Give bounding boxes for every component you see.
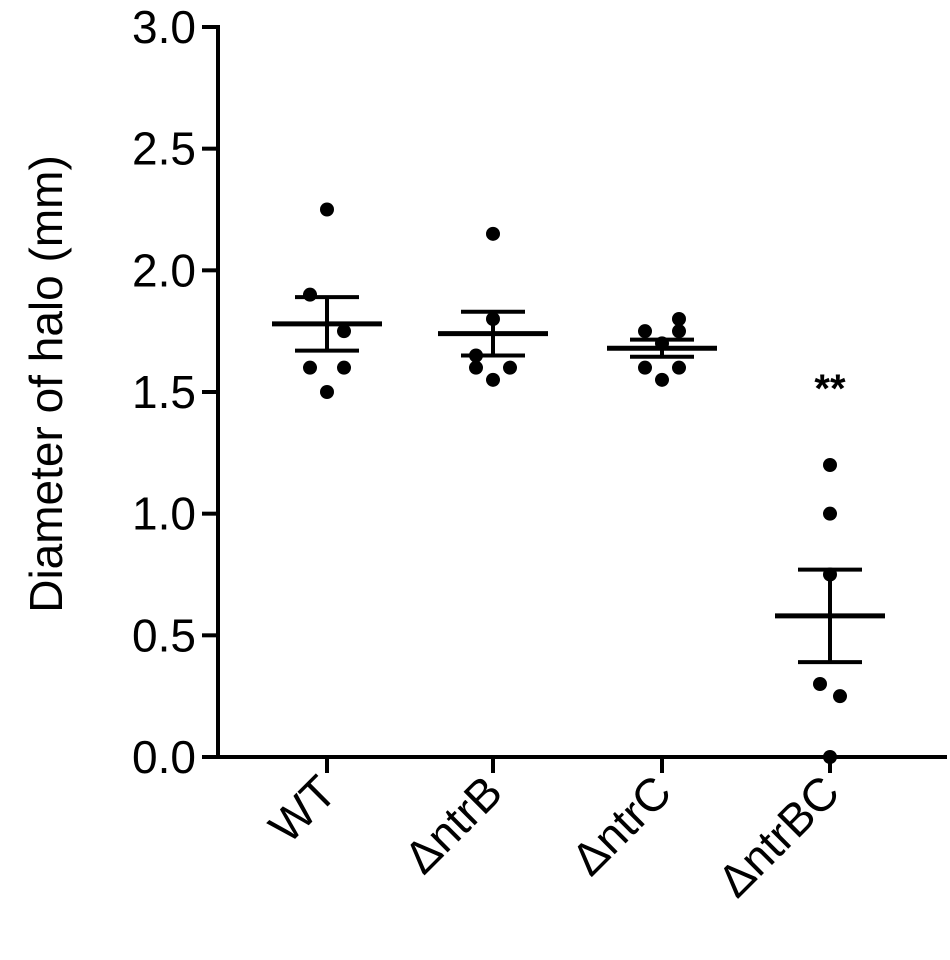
x-category-label: ΔntrB <box>394 765 512 883</box>
labels-layer: 0.0 0.5 1.0 1.5 2.0 2.5 3.0 WT ΔntrB ΔntrC ΔntrBC D… <box>20 1 849 907</box>
data-point <box>823 506 837 521</box>
data-point <box>469 360 483 375</box>
y-tick-label: 2.5 <box>132 123 196 175</box>
data-point <box>672 312 686 326</box>
significance-annotation: ** <box>814 367 846 411</box>
y-tick-label: 3.0 <box>132 1 196 53</box>
data-point <box>655 372 669 387</box>
data-point <box>486 226 500 241</box>
data-point <box>337 360 351 375</box>
x-category-label: ΔntrC <box>561 765 681 885</box>
y-tick-label: 0.5 <box>132 609 196 661</box>
data-point <box>503 360 517 375</box>
data-point <box>823 750 837 764</box>
data-point <box>303 360 317 375</box>
data-point <box>813 677 827 691</box>
y-tick-label: 0.0 <box>132 731 196 783</box>
data-point <box>320 202 334 217</box>
data-point <box>638 324 652 339</box>
data-point <box>303 287 317 302</box>
data-point <box>486 372 500 387</box>
y-tick-label: 1.5 <box>132 366 196 418</box>
x-category-label: WT <box>259 765 346 852</box>
data-point <box>672 360 686 375</box>
marks-layer <box>272 202 885 764</box>
data-point <box>823 458 837 472</box>
y-tick-label: 1.0 <box>132 488 196 540</box>
x-category-label: ΔntrBC <box>707 765 849 907</box>
data-point <box>833 689 847 704</box>
y-tick-label: 2.0 <box>132 244 196 296</box>
data-point <box>337 324 351 339</box>
data-point <box>320 385 334 399</box>
data-point <box>672 324 686 339</box>
data-point <box>638 360 652 375</box>
y-axis-title: Diameter of halo (mm) <box>20 155 72 613</box>
